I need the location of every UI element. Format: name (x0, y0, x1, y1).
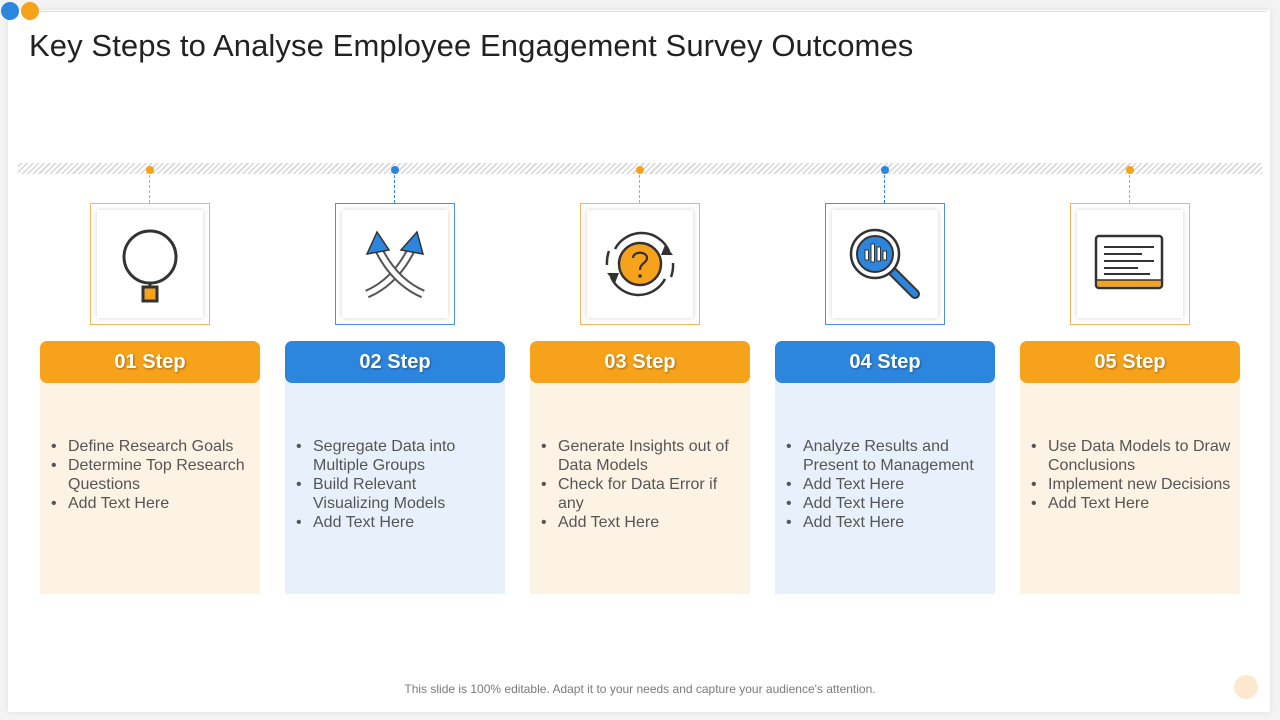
icon-card (1077, 210, 1183, 318)
icon-frame (580, 203, 700, 325)
pin-dot (1126, 166, 1134, 174)
step-column-3: Generate Insights out of Data Models Che… (530, 0, 750, 600)
icon-card (97, 210, 203, 318)
step-body: Generate Insights out of Data Models Che… (530, 378, 750, 594)
bullet-item: Define Research Goals (51, 437, 251, 456)
pin-line (394, 175, 395, 203)
bullet-item: Add Text Here (786, 475, 986, 494)
document-icon (1094, 234, 1164, 290)
step-column-2: Segregate Data into Multiple Groups Buil… (285, 0, 505, 600)
pin-line (884, 175, 885, 203)
pin-dot (881, 166, 889, 174)
pin-line (639, 175, 640, 203)
icon-frame (90, 203, 210, 325)
icon-frame (1070, 203, 1190, 325)
bullet-item: Add Text Here (541, 513, 741, 532)
pin-dot (146, 166, 154, 174)
icon-card (587, 210, 693, 318)
step-bullets: Use Data Models to Draw Conclusions Impl… (1031, 437, 1231, 513)
bullet-item: Add Text Here (296, 513, 496, 532)
bullet-item: Analyze Results and Present to Managemen… (786, 437, 986, 475)
step-column-5: Use Data Models to Draw Conclusions Impl… (1020, 0, 1240, 600)
crossed-arrows-icon (365, 230, 425, 299)
icon-card (832, 210, 938, 318)
bullet-item: Add Text Here (786, 494, 986, 513)
pin-line (149, 175, 150, 203)
pin-line (1129, 175, 1130, 203)
step-header: 01 Step (40, 341, 260, 383)
magnifier-icon (122, 229, 178, 303)
step-column-4: Analyze Results and Present to Managemen… (775, 0, 995, 600)
magnifier-chart-icon (849, 228, 920, 299)
bullet-item: Add Text Here (51, 494, 251, 513)
bullet-item: Use Data Models to Draw Conclusions (1031, 437, 1231, 475)
orange-dot-icon (21, 2, 39, 20)
step-bullets: Generate Insights out of Data Models Che… (541, 437, 741, 532)
blue-dot-icon (1, 2, 19, 20)
bullet-item: Build Relevant Visualizing Models (296, 475, 496, 513)
bullet-item: Generate Insights out of Data Models (541, 437, 741, 475)
icon-frame (335, 203, 455, 325)
step-header: 05 Step (1020, 341, 1240, 383)
icon-frame (825, 203, 945, 325)
bullet-item: Segregate Data into Multiple Groups (296, 437, 496, 475)
step-body: Analyze Results and Present to Managemen… (775, 378, 995, 594)
step-header: 03 Step (530, 341, 750, 383)
step-bullets: Segregate Data into Multiple Groups Buil… (296, 437, 496, 532)
pin-dot (391, 166, 399, 174)
bullet-item: Check for Data Error if any (541, 475, 741, 513)
step-bullets: Analyze Results and Present to Managemen… (786, 437, 986, 532)
icon-card (342, 210, 448, 318)
bullet-item: Implement new Decisions (1031, 475, 1231, 494)
step-column-1: Define Research Goals Determine Top Rese… (40, 0, 260, 600)
slide-title: Key Steps to Analyse Employee Engagement… (29, 28, 914, 63)
bullet-item: Add Text Here (786, 513, 986, 532)
corner-decoration (1234, 675, 1258, 699)
top-rule (40, 11, 1266, 12)
question-cycle-icon (605, 231, 675, 297)
step-header: 04 Step (775, 341, 995, 383)
step-body: Use Data Models to Draw Conclusions Impl… (1020, 378, 1240, 594)
bullet-item: Determine Top Research Questions (51, 456, 251, 494)
step-bullets: Define Research Goals Determine Top Rese… (51, 437, 251, 513)
step-header: 02 Step (285, 341, 505, 383)
bullet-item: Add Text Here (1031, 494, 1231, 513)
pin-dot (636, 166, 644, 174)
footer-note: This slide is 100% editable. Adapt it to… (404, 682, 876, 696)
step-body: Segregate Data into Multiple Groups Buil… (285, 378, 505, 594)
step-body: Define Research Goals Determine Top Rese… (40, 378, 260, 594)
